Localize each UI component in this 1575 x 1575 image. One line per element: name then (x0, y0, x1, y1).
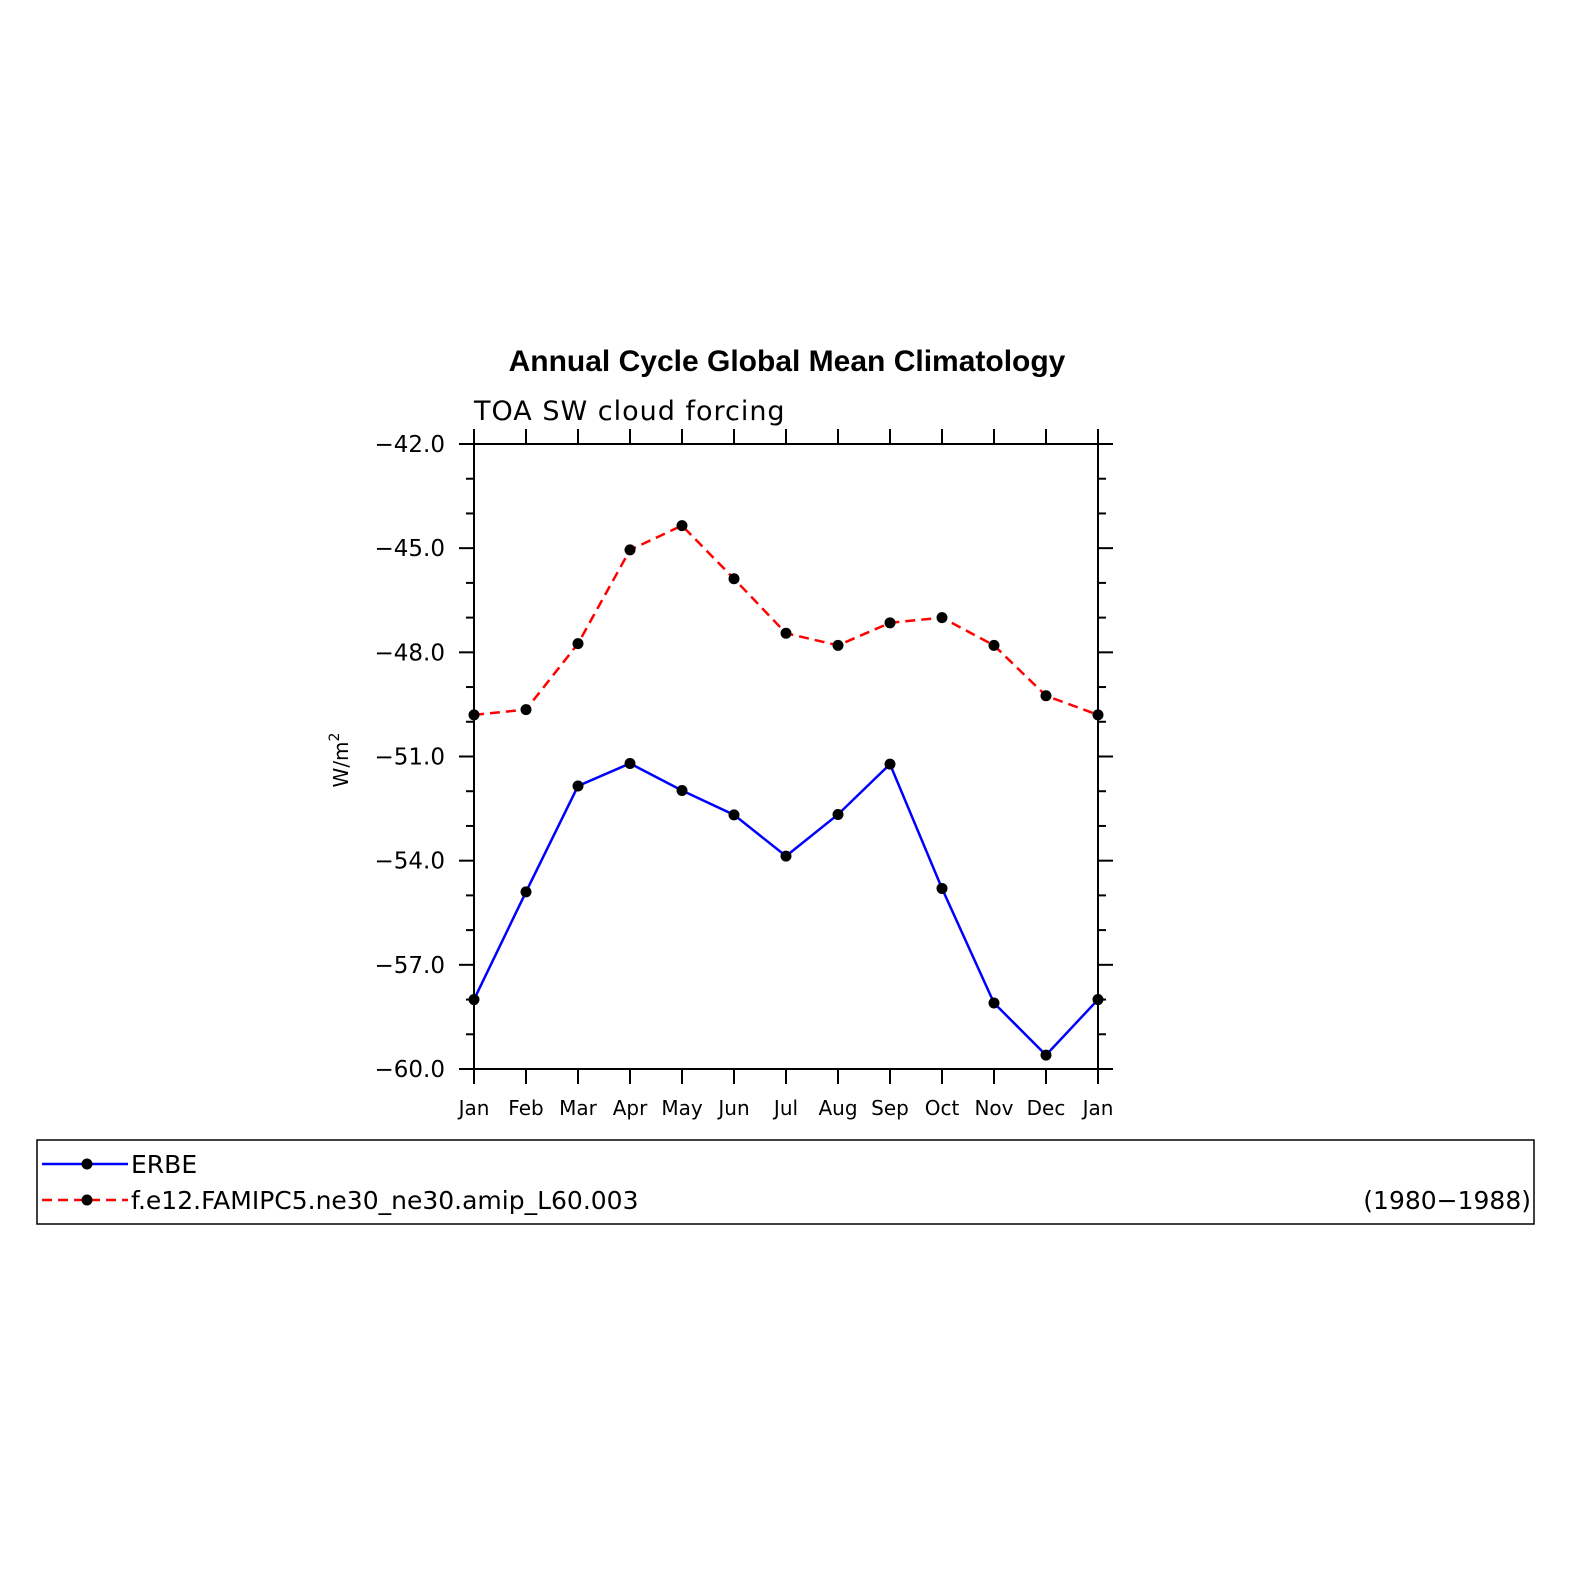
x-tick-label: Sep (871, 1096, 909, 1120)
y-tick-label: −48.0 (375, 640, 445, 666)
legend: ERBE f.e12.FAMIPC5.ne30_ne30.amip_L60.00… (36, 1139, 1535, 1225)
y-tick-label: −54.0 (375, 849, 445, 875)
x-tick-label: Jun (716, 1096, 749, 1120)
y-tick-label: −57.0 (375, 953, 445, 979)
data-point (1040, 690, 1052, 702)
legend-box (36, 1139, 1535, 1225)
legend-marker-erbe (81, 1158, 93, 1170)
data-point (520, 704, 532, 716)
plot-frame (473, 443, 1099, 1070)
data-point (676, 520, 688, 532)
data-point (832, 808, 844, 820)
data-point (624, 544, 636, 556)
data-point (676, 785, 688, 797)
y-tick-label: −42.0 (375, 432, 445, 458)
data-point (1092, 709, 1104, 721)
chart-title: Annual Cycle Global Mean Climatology (509, 345, 1066, 378)
series-line (472, 761, 1099, 1057)
legend-label-model: f.e12.FAMIPC5.ne30_ne30.amip_L60.003 (131, 1186, 639, 1215)
x-tick-label: May (661, 1096, 703, 1120)
data-point (936, 612, 948, 624)
y-axis-label-text: W/m (329, 741, 353, 787)
data-point (728, 573, 740, 585)
series-0 (468, 757, 1104, 1061)
y-tick-label: −51.0 (375, 745, 445, 771)
x-tick-label: Aug (818, 1096, 857, 1120)
data-point (832, 639, 844, 651)
data-point (468, 994, 480, 1006)
data-point (624, 757, 636, 769)
plot-axes (473, 443, 1099, 1070)
data-point (1092, 994, 1104, 1006)
y-axis-label: W/m2 (327, 733, 353, 788)
data-point (988, 639, 1000, 651)
y-tick-label: −45.0 (375, 536, 445, 562)
data-point (780, 627, 792, 639)
legend-label-erbe: ERBE (131, 1150, 197, 1179)
x-tick-label: Mar (559, 1096, 598, 1120)
data-point (884, 617, 896, 629)
data-point (572, 780, 584, 792)
x-tick-label: Dec (1027, 1096, 1066, 1120)
x-tick-label: Jan (1081, 1096, 1114, 1120)
y-axis-ticks: −60.0 −57.0 −54.0 −51.0 −48.0 −45.0 −42.0 (375, 432, 1113, 1083)
x-tick-label: Apr (613, 1096, 648, 1120)
x-tick-label: Jul (772, 1096, 798, 1120)
data-point (468, 709, 480, 721)
data-point (728, 809, 740, 821)
y-axis-label-superscript: 2 (327, 733, 343, 742)
x-tick-label: Nov (974, 1096, 1013, 1120)
data-point (780, 850, 792, 862)
data-point (1040, 1049, 1052, 1061)
data-point (520, 886, 532, 898)
data-point (988, 997, 1000, 1009)
data-point (884, 758, 896, 770)
legend-marker-model (81, 1194, 93, 1206)
series-1 (468, 520, 1104, 721)
y-tick-label: −60.0 (375, 1057, 445, 1083)
data-point (572, 638, 584, 650)
x-tick-label: Feb (508, 1096, 543, 1120)
x-axis-ticks: Jan Feb Mar Apr May Jun Jul Aug Sep Oct Nov Dec Jan (457, 429, 1114, 1120)
series-layer (468, 520, 1104, 1061)
x-tick-label: Jan (457, 1096, 490, 1120)
data-point (936, 882, 948, 894)
series-line (473, 524, 1099, 717)
chart-subtitle: TOA SW cloud forcing (473, 396, 786, 427)
legend-period: (1980−1988) (1363, 1186, 1531, 1215)
x-tick-label: Oct (925, 1096, 960, 1120)
